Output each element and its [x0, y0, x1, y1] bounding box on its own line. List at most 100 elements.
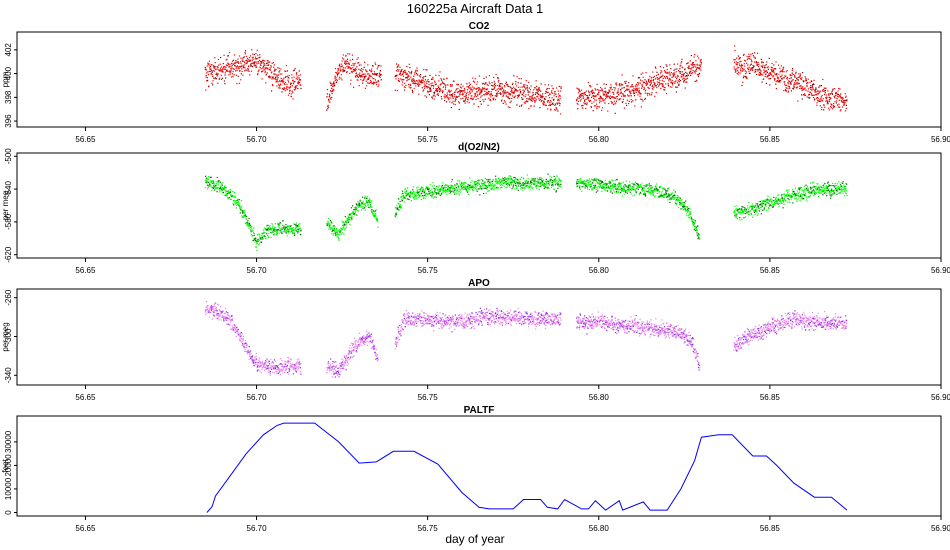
data-point — [516, 85, 518, 87]
data-point — [838, 99, 840, 101]
data-point — [428, 188, 431, 190]
data-point — [358, 202, 360, 204]
data-point — [444, 186, 446, 188]
data-point — [338, 72, 340, 74]
data-point — [284, 88, 286, 90]
data-point — [487, 185, 489, 187]
data-point — [748, 58, 751, 60]
data-point — [286, 225, 288, 228]
data-point — [663, 193, 665, 195]
data-point — [677, 63, 679, 65]
data-point — [636, 182, 638, 185]
data-point — [760, 73, 763, 75]
data-point — [459, 182, 461, 184]
data-point — [501, 83, 503, 85]
data-point — [497, 182, 499, 184]
data-point — [769, 77, 772, 80]
data-point — [297, 228, 299, 231]
data-point — [521, 97, 523, 99]
data-point — [623, 107, 625, 109]
data-point — [520, 188, 522, 190]
data-point — [330, 227, 333, 229]
data-point — [733, 68, 735, 70]
data-point — [331, 96, 333, 99]
data-point — [796, 87, 798, 89]
data-point — [289, 227, 292, 229]
data-point — [408, 70, 410, 73]
data-point — [268, 232, 270, 235]
data-point — [582, 183, 584, 185]
data-point — [212, 187, 215, 189]
data-point — [536, 88, 538, 90]
data-point — [448, 94, 451, 96]
data-point — [603, 99, 606, 101]
data-point — [807, 88, 810, 90]
data-point — [329, 225, 331, 227]
data-point — [652, 71, 654, 73]
data-point — [512, 95, 514, 97]
data-point — [771, 70, 773, 72]
data-point — [234, 196, 237, 198]
data-point — [348, 62, 350, 64]
data-point — [752, 67, 754, 69]
data-point — [554, 90, 556, 92]
data-point — [794, 76, 796, 79]
data-point — [437, 87, 439, 90]
data-point — [430, 83, 432, 85]
data-point — [424, 197, 426, 199]
data-point — [553, 180, 555, 182]
data-point — [288, 74, 290, 77]
data-point — [249, 55, 252, 57]
data-point — [480, 103, 482, 105]
data-point — [247, 222, 250, 224]
data-point — [472, 185, 474, 188]
data-point — [227, 55, 229, 57]
data-point — [665, 72, 667, 74]
data-point — [681, 202, 683, 204]
data-point — [654, 66, 657, 68]
data-point — [347, 221, 350, 223]
data-point — [424, 190, 426, 192]
data-point — [815, 88, 817, 90]
data-point — [514, 90, 516, 92]
data-point — [231, 67, 233, 69]
data-point — [547, 182, 550, 184]
data-point — [524, 86, 526, 88]
data-point — [367, 206, 370, 208]
data-point — [641, 84, 644, 86]
data-point — [768, 57, 770, 59]
data-point — [225, 192, 227, 195]
data-point — [376, 74, 378, 76]
data-point — [281, 73, 283, 75]
data-point — [764, 70, 766, 72]
data-point — [427, 91, 429, 93]
data-point — [612, 179, 614, 181]
data-point — [736, 63, 738, 65]
data-point — [501, 187, 503, 189]
data-point — [222, 62, 224, 65]
data-point — [470, 89, 472, 91]
data-point — [407, 198, 409, 201]
data-point — [237, 199, 239, 201]
data-point — [545, 186, 547, 188]
data-point — [759, 69, 761, 71]
data-point — [247, 220, 249, 222]
data-point — [631, 89, 634, 91]
data-point — [583, 180, 585, 183]
data-point — [411, 80, 413, 82]
data-point — [810, 85, 812, 87]
data-point — [749, 68, 751, 70]
data-point — [592, 182, 594, 184]
data-point — [415, 195, 417, 197]
data-point — [747, 57, 749, 60]
data-point — [412, 82, 415, 84]
data-point — [838, 94, 841, 97]
data-point — [341, 220, 343, 222]
data-point — [368, 76, 370, 79]
data-point — [437, 93, 439, 95]
data-point — [552, 180, 555, 182]
data-point — [495, 175, 497, 177]
data-point — [519, 178, 522, 180]
data-point — [351, 212, 353, 214]
data-point — [446, 190, 448, 192]
